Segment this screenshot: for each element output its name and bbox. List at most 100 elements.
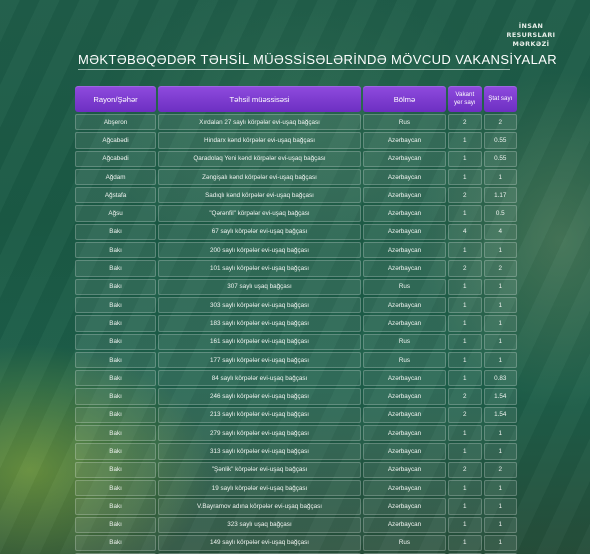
cell-region: Ağcabədi bbox=[75, 132, 157, 149]
table-row: Bakı 279 saylı körpələr evi-uşaq bağçası A… bbox=[75, 425, 517, 442]
cell-vacant: 2 bbox=[448, 187, 482, 204]
table-row: Bakı 313 saylı körpələr evi-uşaq bağçası A… bbox=[75, 443, 517, 460]
cell-vacant: 2 bbox=[448, 388, 482, 405]
cell-vacant: 1 bbox=[448, 534, 482, 552]
cell-section: Rus bbox=[362, 333, 447, 350]
header-vacant-line-1: Vakant bbox=[455, 91, 475, 98]
cell-institution: 101 saylı körpələr evi-uşaq bağçası bbox=[158, 260, 361, 277]
cell-region: Bakı bbox=[75, 278, 157, 295]
cell-section: Azərbaycan bbox=[362, 168, 447, 186]
table-row: Bakı 183 saylı körpələr evi-uşaq bağçası A… bbox=[75, 315, 517, 332]
cell-section: Azərbaycan bbox=[362, 150, 447, 167]
cell-section: Rus bbox=[362, 278, 447, 295]
cell-vacant: 1 bbox=[448, 168, 482, 186]
cell-institution: 177 saylı körpələr evi-uşaq bağçası bbox=[158, 351, 361, 369]
cell-region: Bakı bbox=[75, 498, 157, 515]
cell-section: Azərbaycan bbox=[362, 242, 447, 259]
cell-region: Bakı bbox=[75, 296, 157, 314]
cell-section: Azərbaycan bbox=[362, 260, 447, 277]
cell-region: Abşeron bbox=[75, 114, 157, 131]
cell-institution: V.Bayramov adına körpələr evi-uşaq bağça… bbox=[158, 498, 361, 515]
cell-vacant: 1 bbox=[448, 296, 482, 314]
cell-institution: Xırdalan 27 saylı körpələr evi-uşaq bağç… bbox=[158, 114, 361, 131]
header-institution: Təhsil müəssisəsi bbox=[158, 86, 361, 112]
table-row: Bakı 177 saylı körpələr evi-uşaq bağçası R… bbox=[75, 351, 517, 369]
cell-region: Bakı bbox=[75, 333, 157, 350]
cell-staff: 2 bbox=[483, 260, 517, 277]
cell-vacant: 1 bbox=[448, 205, 482, 222]
table-row: Bakı 19 saylı körpələr evi-uşaq bağçası Az… bbox=[75, 479, 517, 497]
table-body: Abşeron Xırdalan 27 saylı körpələr evi-uş… bbox=[75, 114, 517, 554]
header-vacant: Vakant yer sayı bbox=[448, 86, 482, 112]
cell-region: Bakı bbox=[75, 370, 157, 387]
cell-institution: 161 saylı körpələr evi-uşaq bağçası bbox=[158, 333, 361, 350]
table-row: Ağcabədi Qaradolaq Yeni kənd körpələr evi… bbox=[75, 150, 517, 167]
cell-region: Bakı bbox=[75, 223, 157, 241]
table-row: Bakı 101 saylı körpələr evi-uşaq bağçası A… bbox=[75, 260, 517, 277]
cell-vacant: 1 bbox=[448, 443, 482, 460]
table-row: Bakı 213 saylı körpələr evi-uşaq bağçası A… bbox=[75, 406, 517, 424]
cell-vacant: 2 bbox=[448, 114, 482, 131]
cell-staff: 0.5 bbox=[483, 205, 517, 222]
cell-staff: 1 bbox=[483, 333, 517, 350]
cell-region: Bakı bbox=[75, 534, 157, 552]
cell-institution: 323 saylı uşaq bağçası bbox=[158, 516, 361, 533]
cell-vacant: 2 bbox=[448, 406, 482, 424]
cell-section: Azərbaycan bbox=[362, 370, 447, 387]
cell-vacant: 2 bbox=[448, 461, 482, 478]
cell-vacant: 1 bbox=[448, 425, 482, 442]
cell-staff: 1 bbox=[483, 425, 517, 442]
brand-line-1: İNSAN RESURSLARI bbox=[506, 22, 556, 39]
cell-region: Ağdam bbox=[75, 168, 157, 186]
cell-institution: 149 saylı körpələr evi-uşaq bağçası bbox=[158, 534, 361, 552]
table-row: Bakı "Şənlik" körpələr evi-uşaq bağçası Az… bbox=[75, 461, 517, 478]
cell-staff: 0.55 bbox=[483, 132, 517, 149]
table-row: Ağdam Zəngişalı kənd körpələr evi-uşaq ba… bbox=[75, 168, 517, 186]
cell-region: Bakı bbox=[75, 242, 157, 259]
cell-staff: 1 bbox=[483, 278, 517, 295]
cell-institution: 246 saylı körpələr evi-uşaq bağçası bbox=[158, 388, 361, 405]
cell-vacant: 1 bbox=[448, 278, 482, 295]
cell-section: Azərbaycan bbox=[362, 132, 447, 149]
cell-section: Azərbaycan bbox=[362, 296, 447, 314]
table-row: Ağcabədi Hindarx kənd körpələr evi-uşaq b… bbox=[75, 132, 517, 149]
table-row: Bakı 246 saylı körpələr evi-uşaq bağçası A… bbox=[75, 388, 517, 405]
cell-staff: 1.54 bbox=[483, 388, 517, 405]
cell-region: Ağstafa bbox=[75, 187, 157, 204]
cell-region: Bakı bbox=[75, 388, 157, 405]
brand-logo-text: İNSAN RESURSLARI MƏRKƏZİ bbox=[496, 22, 566, 49]
cell-institution: 313 saylı körpələr evi-uşaq bağçası bbox=[158, 443, 361, 460]
cell-staff: 1.54 bbox=[483, 406, 517, 424]
cell-institution: 183 saylı körpələr evi-uşaq bağçası bbox=[158, 315, 361, 332]
cell-region: Ağsu bbox=[75, 205, 157, 222]
table-row: Ağsu "Qərənfil" körpələr evi-uşaq bağçası… bbox=[75, 205, 517, 222]
brand-line-2: MƏRKƏZİ bbox=[512, 40, 550, 48]
title-divider bbox=[78, 69, 510, 70]
cell-section: Azərbaycan bbox=[362, 187, 447, 204]
cell-region: Bakı bbox=[75, 516, 157, 533]
table-row: Ağstafa Sadıqlı kənd körpələr evi-uşaq ba… bbox=[75, 187, 517, 204]
cell-vacant: 1 bbox=[448, 242, 482, 259]
cell-staff: 1 bbox=[483, 168, 517, 186]
cell-section: Rus bbox=[362, 114, 447, 131]
cell-staff: 1 bbox=[483, 315, 517, 332]
cell-section: Azərbaycan bbox=[362, 461, 447, 478]
cell-region: Bakı bbox=[75, 315, 157, 332]
cell-institution: 303 saylı körpələr evi-uşaq bağçası bbox=[158, 296, 361, 314]
cell-vacant: 4 bbox=[448, 223, 482, 241]
cell-section: Azərbaycan bbox=[362, 425, 447, 442]
cell-institution: 307 saylı uşaq bağçası bbox=[158, 278, 361, 295]
cell-section: Azərbaycan bbox=[362, 406, 447, 424]
cell-vacant: 1 bbox=[448, 479, 482, 497]
cell-section: Azərbaycan bbox=[362, 388, 447, 405]
cell-staff: 0.83 bbox=[483, 370, 517, 387]
table-row: Bakı 323 saylı uşaq bağçası Azərbaycan 1 1 bbox=[75, 516, 517, 533]
cell-section: Azərbaycan bbox=[362, 479, 447, 497]
cell-staff: 2 bbox=[483, 114, 517, 131]
cell-section: Azərbaycan bbox=[362, 443, 447, 460]
cell-institution: Sadıqlı kənd körpələr evi-uşaq bağçası bbox=[158, 187, 361, 204]
header-vacant-line-2: yer sayı bbox=[453, 99, 476, 106]
cell-vacant: 1 bbox=[448, 516, 482, 533]
cell-institution: Zəngişalı kənd körpələr evi-uşaq bağçası bbox=[158, 168, 361, 186]
